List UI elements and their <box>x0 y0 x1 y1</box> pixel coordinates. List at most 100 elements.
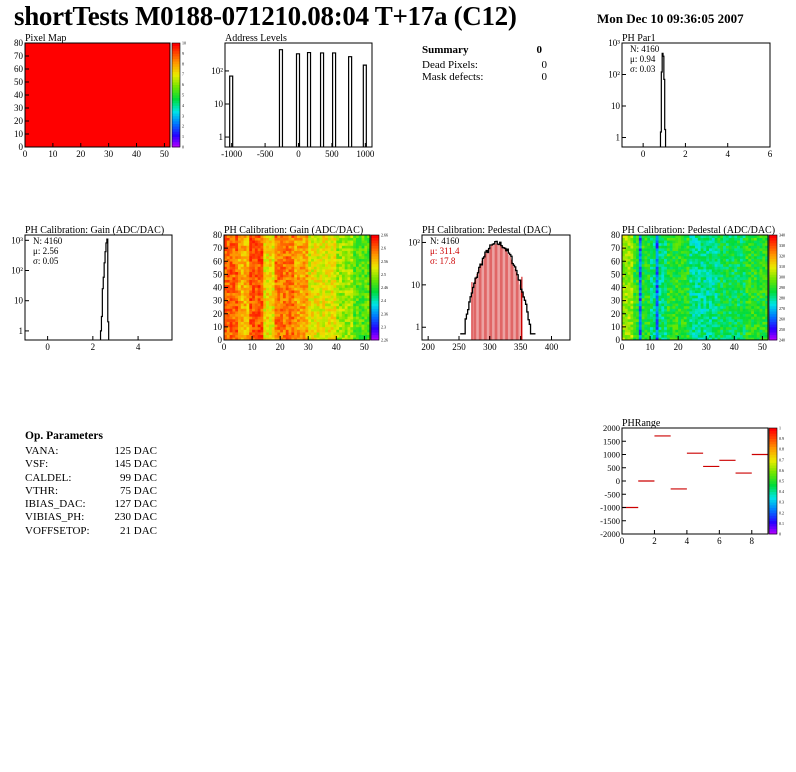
heatmap-cell <box>325 253 329 257</box>
heatmap-cell <box>737 277 741 280</box>
heatmap-cell <box>751 261 755 265</box>
heatmap-cell <box>226 300 230 304</box>
heatmap-cell <box>689 261 693 265</box>
heatmap-cell <box>246 316 250 320</box>
heatmap-cell <box>692 269 696 273</box>
heatmap-cell <box>341 261 346 265</box>
heatmap-cell <box>280 300 284 304</box>
heatmap-cell <box>742 261 746 265</box>
heatmap-cell <box>330 242 334 246</box>
heatmap-cell <box>756 300 760 304</box>
heatmap-cell <box>266 337 270 341</box>
heatmap-cell <box>692 292 696 296</box>
heatmap-cell <box>291 303 295 307</box>
heatmap-cell <box>630 245 634 249</box>
heatmap-cell <box>630 282 634 286</box>
heatmap-cell <box>652 253 656 257</box>
heatmap-cell <box>700 300 704 304</box>
color-bar-cell <box>769 235 777 239</box>
heatmap-cell <box>257 303 261 307</box>
heatmap-cell <box>243 253 247 257</box>
heatmap-cell <box>367 242 371 246</box>
heatmap-cell <box>678 321 682 325</box>
heatmap-cell <box>720 256 724 259</box>
heatmap-cell <box>765 295 769 299</box>
heatmap-cell <box>762 303 766 307</box>
y-tick-label: 1000 <box>603 450 620 460</box>
heatmap-cell <box>756 261 760 265</box>
color-bar-cell <box>371 305 379 309</box>
heatmap-cell <box>282 332 287 336</box>
heatmap-cell <box>305 235 309 238</box>
heatmap-cell <box>339 298 343 301</box>
heatmap-cell <box>347 303 351 307</box>
heatmap-cell <box>280 248 284 252</box>
heatmap-cell <box>641 263 645 267</box>
heatmap-cell <box>695 235 699 238</box>
heatmap-cell <box>638 242 642 246</box>
heatmap-cell <box>664 334 668 338</box>
heatmap-cell <box>725 235 729 238</box>
heatmap-cell <box>717 334 721 338</box>
heatmap-cell <box>282 240 287 244</box>
color-bar-cell <box>371 240 379 244</box>
heatmap-cell <box>624 237 628 241</box>
heatmap-cell <box>305 248 309 252</box>
heatmap-cell <box>246 258 250 262</box>
color-bar-cell <box>172 58 180 62</box>
heatmap-cell <box>734 329 738 333</box>
heatmap-cell <box>316 277 320 280</box>
heatmap-cell <box>285 240 289 244</box>
heatmap-cell <box>728 248 732 252</box>
heatmap-cell <box>294 324 298 328</box>
heatmap-cell <box>358 284 362 288</box>
heatmap-cell <box>711 237 715 241</box>
heatmap-cell <box>652 271 656 275</box>
heatmap-cell <box>692 324 696 328</box>
heatmap-cell <box>252 295 256 299</box>
color-bar-cell <box>371 284 379 288</box>
heatmap-cell <box>700 284 704 288</box>
heatmap-cell <box>288 261 292 265</box>
plot-frame <box>621 42 771 148</box>
heatmap-cell <box>350 292 354 296</box>
heatmap-cell <box>311 245 315 249</box>
heatmap-cell <box>355 326 360 330</box>
heatmap-cell <box>703 305 707 309</box>
heatmap-cell <box>313 300 317 304</box>
heatmap-cell <box>678 245 682 249</box>
heatmap-cell <box>661 321 665 325</box>
chart-title: PH Calibration: Gain (ADC/DAC) <box>224 225 363 236</box>
heatmap-cell <box>644 308 648 312</box>
heatmap-cell <box>725 271 729 275</box>
heatmap-cell <box>666 248 671 252</box>
heatmap-cell <box>232 290 236 294</box>
heatmap-cell <box>728 300 732 304</box>
heatmap-cell <box>355 245 360 249</box>
heatmap-cell <box>689 263 693 267</box>
heatmap-cell <box>294 287 298 291</box>
heatmap-cell <box>319 292 323 296</box>
heatmap-cell <box>720 311 724 315</box>
heatmap-cell <box>319 266 323 270</box>
heatmap-cell <box>734 266 738 270</box>
heatmap-cell <box>291 324 295 328</box>
heatmap-cell <box>330 250 334 254</box>
heatmap-cell <box>622 261 626 265</box>
heatmap-cell <box>327 321 331 325</box>
heatmap-cell <box>274 248 278 252</box>
heatmap-cell <box>765 324 769 328</box>
heatmap-cell <box>254 266 258 270</box>
heatmap-cell <box>327 326 331 330</box>
heatmap-cell <box>271 313 275 317</box>
heatmap-cell <box>720 240 724 244</box>
heatmap-cell <box>622 319 626 322</box>
heatmap-cell <box>353 300 357 304</box>
x-tick-label: 2 <box>91 342 96 352</box>
heatmap-cell <box>297 269 301 273</box>
heatmap-cell <box>319 321 323 325</box>
heatmap-cell <box>717 332 721 336</box>
heatmap-cell <box>728 263 732 267</box>
x-tick-label: 10 <box>248 342 258 352</box>
heatmap-cell <box>268 248 273 252</box>
